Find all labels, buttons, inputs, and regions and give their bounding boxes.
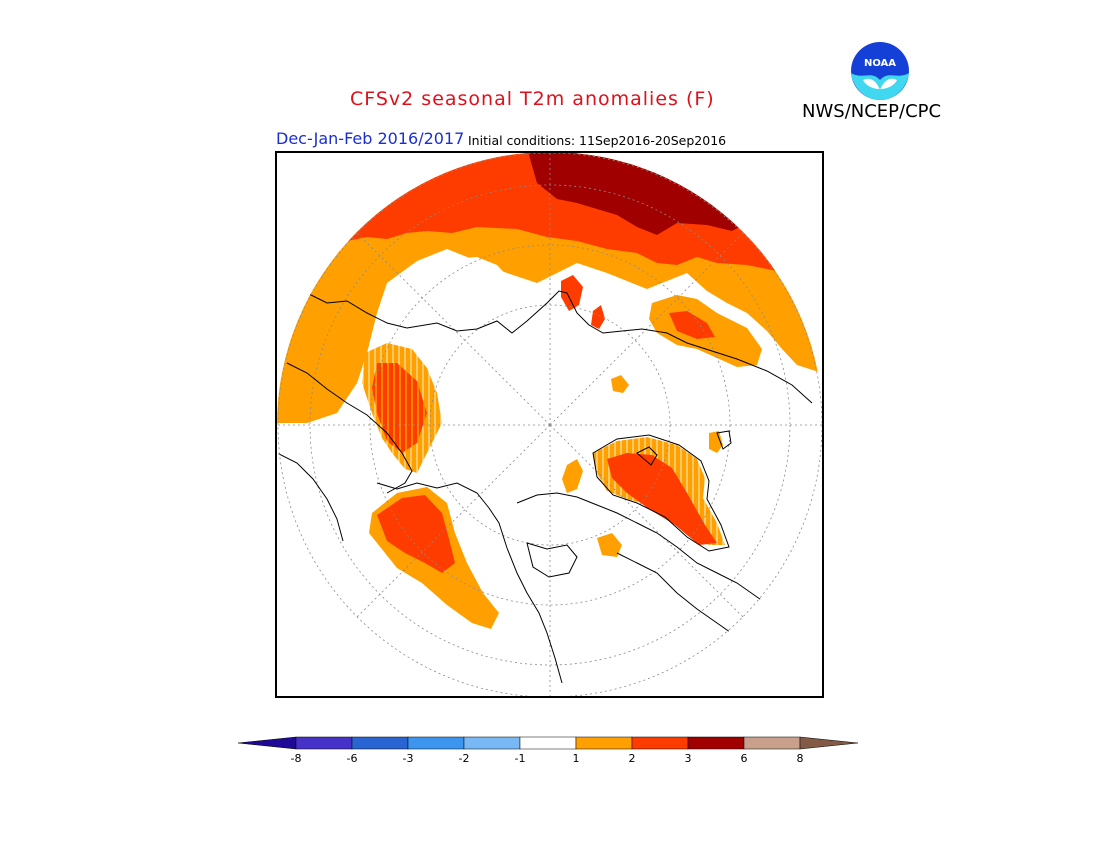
colorbar-bin (575, 736, 633, 750)
initial-conditions-label: Initial conditions: 11Sep2016-20Sep2016 (468, 133, 727, 148)
colorbar-bin (743, 736, 801, 750)
colorbar-tick-label: -8 (290, 752, 302, 765)
graticule (277, 153, 822, 696)
colorbar-bin (295, 736, 353, 750)
colorbar-bin (351, 736, 409, 750)
colorbar-tick-label: 6 (740, 752, 748, 765)
colorbar-bin (407, 736, 465, 750)
colorbar-tick-label: 2 (628, 752, 636, 765)
anomaly-fields (277, 153, 822, 629)
noaa-logo: NOAA (850, 41, 910, 101)
season-label: Dec-Jan-Feb 2016/2017 (276, 129, 465, 148)
colorbar-tick-label: -2 (458, 752, 470, 765)
colorbar (238, 736, 859, 750)
polar-map (277, 153, 822, 696)
colorbar-tick-label: 3 (684, 752, 692, 765)
colorbar-tick-label: -6 (346, 752, 358, 765)
colorbar-bin-min (238, 736, 297, 750)
colorbar-bin (519, 736, 577, 750)
coastlines (277, 290, 813, 684)
colorbar-tick-label: -3 (402, 752, 414, 765)
colorbar-bin-max (799, 736, 859, 750)
colorbar-tick-label: 8 (796, 752, 804, 765)
logo-text: NOAA (864, 58, 896, 69)
colorbar-tick-label: 1 (572, 752, 580, 765)
colorbar-tick-label: -1 (514, 752, 526, 765)
chart-title: CFSv2 seasonal T2m anomalies (F) (350, 88, 715, 110)
colorbar-bin (631, 736, 689, 750)
agency-label: NWS/NCEP/CPC (802, 101, 942, 122)
colorbar-bin (463, 736, 521, 750)
map-panel (275, 151, 824, 698)
colorbar-bin (687, 736, 745, 750)
